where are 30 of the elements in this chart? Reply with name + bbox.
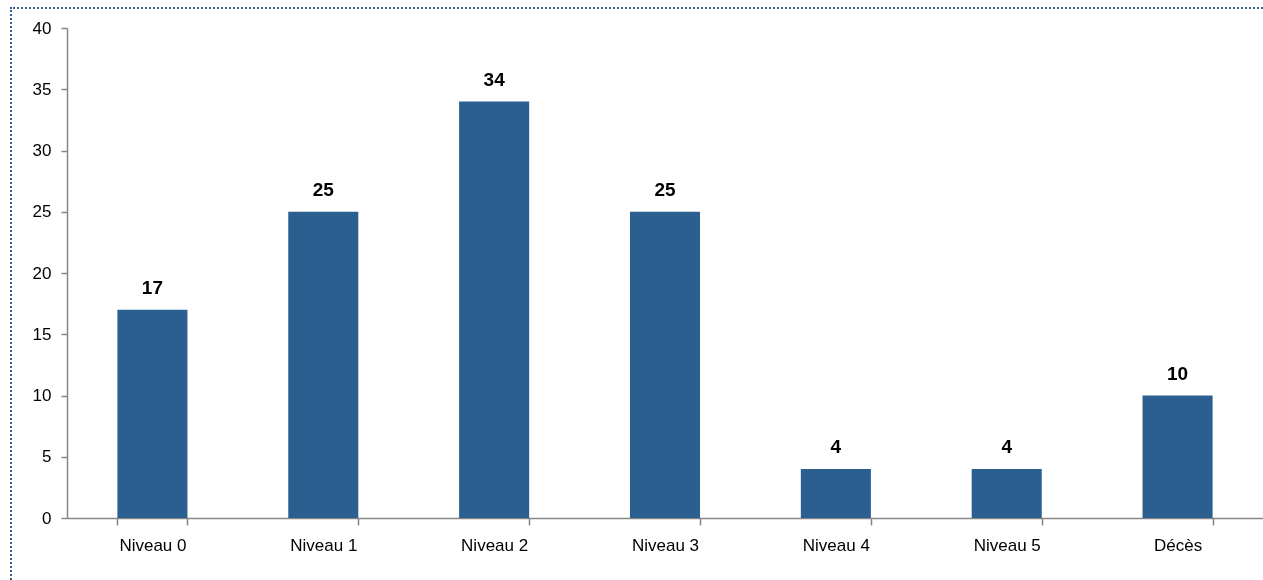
- y-tick-label: 20: [32, 263, 52, 283]
- data-label: 10: [1167, 362, 1189, 384]
- y-tick-label: 5: [42, 447, 52, 467]
- data-label: 4: [830, 436, 842, 457]
- y-tick-label: 30: [32, 141, 52, 160]
- y-tick-label: 25: [32, 202, 52, 222]
- x-tick-label: Niveau 3: [631, 535, 700, 555]
- data-label: 25: [654, 178, 676, 200]
- y-tick-label: 0: [42, 508, 52, 528]
- x-tick-label: Décès: [1153, 535, 1203, 555]
- x-tick-label: Niveau 2: [461, 535, 529, 555]
- data-label: 17: [141, 276, 163, 298]
- data-label: 34: [483, 68, 506, 90]
- y-tick-label: 40: [32, 18, 52, 38]
- data-label: 25: [312, 178, 335, 200]
- bar: [629, 211, 701, 518]
- x-tick-label: Niveau 1: [290, 535, 358, 555]
- bar: [459, 101, 530, 518]
- y-tick-label: 35: [32, 79, 52, 99]
- data-label: 4: [1001, 436, 1013, 457]
- bar: [800, 469, 871, 518]
- bar: [117, 309, 188, 518]
- bar: [1142, 395, 1213, 518]
- y-tick-label: 15: [32, 324, 52, 344]
- x-tick-label: Niveau 0: [119, 535, 187, 555]
- bar: [971, 469, 1042, 518]
- y-tick-label: 10: [32, 386, 52, 405]
- bar: [288, 211, 359, 518]
- x-tick-label: Niveau 4: [802, 535, 870, 555]
- x-tick-label: Niveau 5: [973, 535, 1041, 555]
